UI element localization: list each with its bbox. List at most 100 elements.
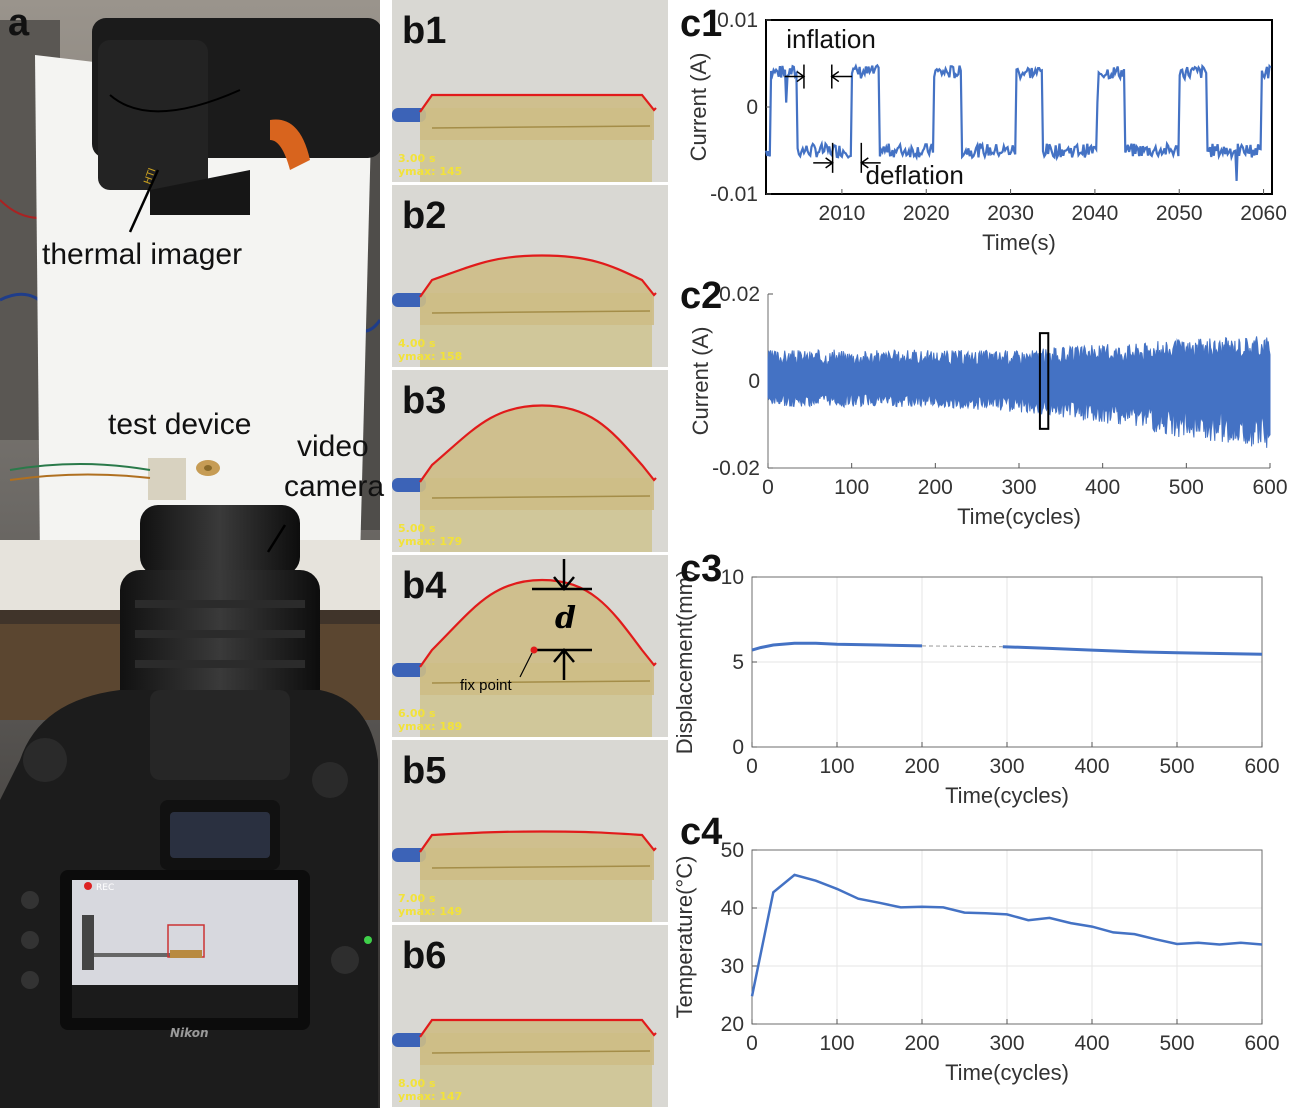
panel-label-c4: c4 [680,811,722,853]
x-axis-label: Time(s) [982,230,1056,255]
frame-b2: b2 4.00 s ymax: 158 [392,185,668,367]
y-tick-label: -0.02 [712,457,760,480]
y-tick-label: 10 [721,566,744,589]
x-tick-label: 100 [834,476,869,499]
panel-label-b3: b3 [402,380,447,422]
y-tick-label: 0 [732,736,744,759]
x-tick-label: 400 [1085,476,1120,499]
frame-b1: b1 3.00 s ymax: 145 [392,0,668,182]
chart-c3-displacement: 0 100 200 300 400 500 600 0 5 10 Time(cycles) Displ… [676,548,1280,808]
fix-point-label: fix point [460,677,512,694]
frame-ymax-text: ymax: 158 [398,350,463,363]
chart-c4-temperature: 0 100 200 300 400 500 600 20 30 40 50 Time(cycles) T… [676,811,1280,1085]
y-tick-label: -0.01 [710,183,758,206]
panel-label-c3: c3 [680,548,722,590]
x-tick-label: 2020 [903,202,950,225]
panel-label-b6: b6 [402,935,447,977]
svg-text:HTI: HTI [142,167,158,186]
y-axis-label: Temperature(°C) [676,856,697,1019]
x-tick-label: 0 [746,755,758,778]
panel-label-b2: b2 [402,195,447,237]
panel-label-b4: b4 [402,565,447,607]
frame-time-text: 8.00 s [398,1077,436,1090]
frame-time-text: 6.00 s [398,707,436,720]
x-tick-label: 500 [1169,476,1204,499]
video-camera-label-line1: video [297,430,369,463]
frame-ymax-text: ymax: 145 [398,165,463,178]
chart-c2-current-vs-cycles: 0 100 200 300 400 500 600-0.0200.02Time(cycles… [680,275,1288,529]
y-tick-label: 0.01 [717,9,758,32]
x-tick-label: 300 [989,1032,1024,1055]
x-tick-label: 300 [989,755,1024,778]
y-tick-label: 5 [732,651,744,674]
y-tick-label: 40 [721,897,744,920]
y-tick-label: 50 [721,839,744,862]
x-tick-label: 2060 [1240,202,1287,225]
frame-time-text: 5.00 s [398,522,436,535]
y-axis-label: Current (A) [686,53,711,162]
frame-ymax-text: ymax: 147 [398,1090,463,1103]
frame-time-text: 7.00 s [398,892,436,905]
panel-label-c1: c1 [680,3,722,45]
x-tick-label: 2030 [987,202,1034,225]
frame-ymax-text: ymax: 189 [398,720,463,733]
frame-b5: b5 7.00 s ymax: 149 [392,740,668,922]
x-tick-label: 100 [819,755,854,778]
frame-b3: b3 5.00 s ymax: 179 [392,370,668,552]
series-line-measured [751,641,923,652]
camera-brand-text: Nikon [170,1026,209,1040]
highlight-box [1038,332,1050,430]
series-line-temperature [750,873,1263,997]
panel-label-a: a [8,2,30,44]
series-line-current [764,63,1272,181]
x-tick-label: 600 [1252,476,1287,499]
y-tick-label: 20 [721,1013,744,1036]
x-tick-label: 200 [918,476,953,499]
x-tick-label: 0 [762,476,774,499]
series-line-measured2 [1002,645,1263,656]
y-tick-label: 0.02 [719,283,760,306]
frame-sequence-panel-b: b1 3.00 s ymax: 145 b2 4.00 s ymax: 158 b3 5.00… [392,0,668,1108]
x-axis-label: Time(cycles) [957,504,1081,529]
x-tick-label: 500 [1159,755,1194,778]
frame-b4: b4 6.00 s ymax: 189 d fix point [392,555,668,737]
x-tick-label: 0 [746,1032,758,1055]
x-tick-label: 300 [1001,476,1036,499]
y-tick-label: 0 [748,370,760,393]
displacement-d-label: d [555,601,576,636]
x-tick-label: 600 [1244,755,1279,778]
frame-time-text: 4.00 s [398,337,436,350]
y-tick-label: 0 [746,96,758,119]
chart-c1-current-vs-time: 2010 2020 2030 2040 2050 2060 -0.01 0 0.01 Time(s… [680,3,1287,255]
series-line-gap [921,645,1003,648]
annotation-inflation: inflation [786,24,876,54]
panel-label-b1: b1 [402,10,447,52]
x-tick-label: 2010 [819,202,866,225]
x-tick-label: 2040 [1072,202,1119,225]
video-camera-label-line2: camera [284,470,385,503]
x-tick-label: 200 [904,755,939,778]
x-axis-label: Time(cycles) [945,783,1069,808]
x-tick-label: 400 [1074,755,1109,778]
photo-panel-a: HTI REC Nikon [0,0,384,1108]
frame-ymax-text: ymax: 149 [398,905,463,918]
annotation-deflation: deflation [866,160,964,190]
x-axis-label: Time(cycles) [945,1060,1069,1085]
x-tick-label: 200 [904,1032,939,1055]
panel-label-c2: c2 [680,275,722,317]
frame-time-text: 3.00 s [398,152,436,165]
rec-text: REC [96,883,114,893]
y-axis-label: Current (A) [688,327,713,436]
test-device-label: test device [108,408,252,441]
panel-label-b5: b5 [402,750,447,792]
series-current-envelope [767,336,1271,448]
lab-setup-photo: HTI REC Nikon [0,0,382,1108]
thermal-imager-label: thermal imager [42,238,243,271]
x-tick-label: 500 [1159,1032,1194,1055]
y-axis-label: Displacement(mm) [676,570,697,755]
y-tick-label: 30 [721,955,744,978]
frame-b6: b6 8.00 s ymax: 147 [392,925,668,1107]
x-tick-label: 100 [819,1032,854,1055]
x-tick-label: 2050 [1156,202,1203,225]
frame-ymax-text: ymax: 179 [398,535,463,548]
